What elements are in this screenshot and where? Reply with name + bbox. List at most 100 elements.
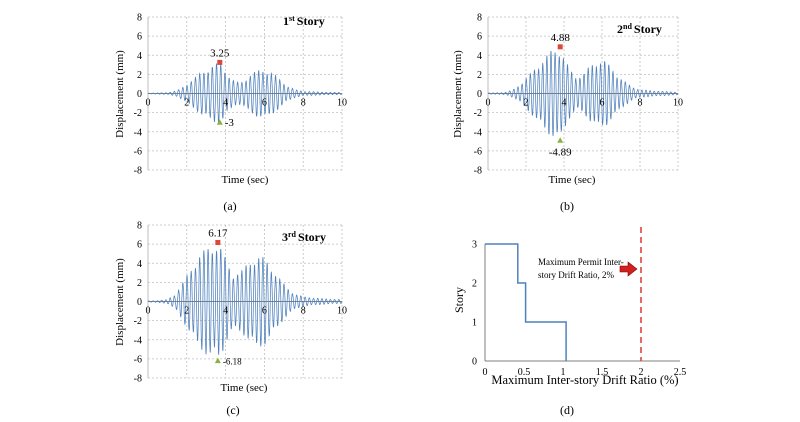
y-tick-label: -6 xyxy=(474,146,482,157)
y-axis-label-c: Displacement (mm) xyxy=(114,258,126,346)
y-tick-label: 4 xyxy=(477,51,482,62)
x-tick-labels-c: 0 2 4 6 8 10 xyxy=(146,306,348,317)
x-tick-label: 6 xyxy=(600,98,605,109)
arrow-right-icon xyxy=(619,261,638,277)
chart-c: 8 6 4 2 0 -2 -4 -6 -8 0 2 4 6 8 10 6.17 … xyxy=(114,221,347,418)
x-tick-label: 8 xyxy=(301,306,306,317)
panel-caption-d: (d) xyxy=(560,403,574,417)
x-tick-labels-a: 0 2 4 6 8 10 xyxy=(146,98,348,109)
y-tick-label: -4 xyxy=(474,127,482,138)
x-tick-label: 2 xyxy=(184,98,189,109)
x-tick-label: 8 xyxy=(638,98,643,109)
x-tick-label: 10 xyxy=(337,98,347,109)
displacement-trace-a xyxy=(147,63,343,125)
y-tick-label: 6 xyxy=(137,240,142,251)
x-tick-label: 6 xyxy=(262,98,267,109)
x-tick-label: 4 xyxy=(223,306,228,317)
x-tick-label: 8 xyxy=(301,98,306,109)
y-tick-label: -2 xyxy=(134,316,142,327)
x-tick-label: 1 xyxy=(561,367,566,378)
y-tick-labels-c: 8 6 4 2 0 -2 -4 -6 -8 xyxy=(134,221,142,385)
drift-limit-annotation-line1: Maximum Permit Inter- xyxy=(538,257,624,267)
x-tick-label: 2 xyxy=(184,306,189,317)
y-tick-labels-a: 8 6 4 2 0 -2 -4 -6 -8 xyxy=(134,13,142,177)
y-tick-label: -8 xyxy=(134,166,142,177)
y-tick-label: 1 xyxy=(472,318,477,329)
peak-marker-c xyxy=(215,239,221,245)
y-tick-label: -8 xyxy=(134,374,142,385)
trough-label-c: -6.18 xyxy=(223,357,242,367)
y-tick-label: 2 xyxy=(472,279,477,290)
trough-label-b: -4.89 xyxy=(549,146,572,158)
trough-marker-c xyxy=(214,357,221,364)
trough-label-a: -3 xyxy=(225,117,235,129)
y-tick-label: 3 xyxy=(472,240,477,251)
chart-d: 3 2 1 0 0 0.5 1 1.5 2 2.5 Maximum Permit… xyxy=(452,227,686,417)
peak-marker-a xyxy=(217,59,223,65)
y-tick-label: -6 xyxy=(134,354,142,365)
x-tick-label: 2 xyxy=(639,367,644,378)
peak-label-c: 6.17 xyxy=(208,227,228,239)
x-axis-label-c: Time (sec) xyxy=(221,382,268,394)
peak-label-b: 4.88 xyxy=(551,32,571,44)
chart-a: 8 6 4 2 0 -2 -4 -6 -8 0 2 4 6 8 10 3.25 … xyxy=(114,13,347,214)
y-tick-label: 4 xyxy=(137,51,142,62)
x-axis-label-b: Time (sec) xyxy=(549,174,596,186)
y-tick-label: -8 xyxy=(474,166,482,177)
x-tick-label: 6 xyxy=(262,306,267,317)
x-tick-label: 0 xyxy=(146,98,151,109)
x-tick-label: 0 xyxy=(486,98,491,109)
x-tick-label: 4 xyxy=(562,98,567,109)
x-tick-label: 2 xyxy=(524,98,529,109)
drift-limit-annotation: Maximum Permit Inter- story Drift Ratio,… xyxy=(538,257,624,280)
drift-profile-line xyxy=(485,243,567,361)
story-label-c: 3rd Story xyxy=(282,230,326,244)
trough-marker-b xyxy=(557,137,564,143)
x-tick-label: 0.5 xyxy=(518,367,531,378)
y-tick-label: 2 xyxy=(137,70,142,81)
drift-limit-annotation-line2: story Drift Ratio, 2% xyxy=(538,270,614,280)
y-tick-label: -2 xyxy=(474,108,482,119)
y-tick-label: 0 xyxy=(477,89,482,100)
x-tick-label: 10 xyxy=(337,306,347,317)
displacement-trace-b xyxy=(487,50,679,136)
x-tick-labels-b: 0 2 4 6 8 10 xyxy=(486,98,684,109)
y-tick-label: 8 xyxy=(477,13,482,24)
y-axis-label-d: Story xyxy=(452,287,466,313)
y-tick-label: 8 xyxy=(137,13,142,24)
panel-caption-b: (b) xyxy=(560,199,574,213)
y-tick-label: 2 xyxy=(477,70,482,81)
y-tick-label: 0 xyxy=(137,297,142,308)
y-axis-label-a: Displacement (mm) xyxy=(114,50,126,138)
y-tick-label: 0 xyxy=(472,357,477,368)
y-tick-labels-b: 8 6 4 2 0 -2 -4 -6 -8 xyxy=(474,13,482,177)
y-tick-label: 6 xyxy=(137,32,142,43)
story-label-a: 1st Story xyxy=(283,14,325,28)
y-tick-label: 2 xyxy=(137,278,142,289)
x-tick-label: 10 xyxy=(673,98,683,109)
x-axis-label-d: Maximum Inter-story Drift Ratio (%) xyxy=(491,373,678,387)
y-tick-label: 0 xyxy=(137,89,142,100)
peak-marker-b xyxy=(557,44,563,50)
y-tick-label: -4 xyxy=(134,127,142,138)
x-tick-labels-d: 0 0.5 1 1.5 2 2.5 xyxy=(483,367,687,378)
y-tick-label: 4 xyxy=(137,259,142,270)
x-tick-label: 0 xyxy=(483,367,488,378)
x-tick-label: 2.5 xyxy=(674,367,687,378)
chart-b: 8 6 4 2 0 -2 -4 -6 -8 0 2 4 6 8 10 4.88 … xyxy=(452,13,683,214)
x-tick-label: 1.5 xyxy=(596,367,609,378)
displacement-trace-c xyxy=(147,248,343,355)
story-label-b: 2nd Story xyxy=(617,22,662,36)
y-tick-label: 6 xyxy=(477,32,482,43)
y-tick-label: -4 xyxy=(134,335,142,346)
trough-marker-a xyxy=(216,119,223,125)
panel-caption-c: (c) xyxy=(226,403,239,417)
x-axis-label-a: Time (sec) xyxy=(222,174,269,186)
x-tick-label: 4 xyxy=(223,98,228,109)
panel-caption-a: (a) xyxy=(223,199,236,213)
peak-label-a: 3.25 xyxy=(210,47,230,59)
y-axis-label-b: Displacement (mm) xyxy=(452,50,464,138)
y-tick-label: -6 xyxy=(134,146,142,157)
y-tick-labels-d: 3 2 1 0 xyxy=(472,240,477,368)
